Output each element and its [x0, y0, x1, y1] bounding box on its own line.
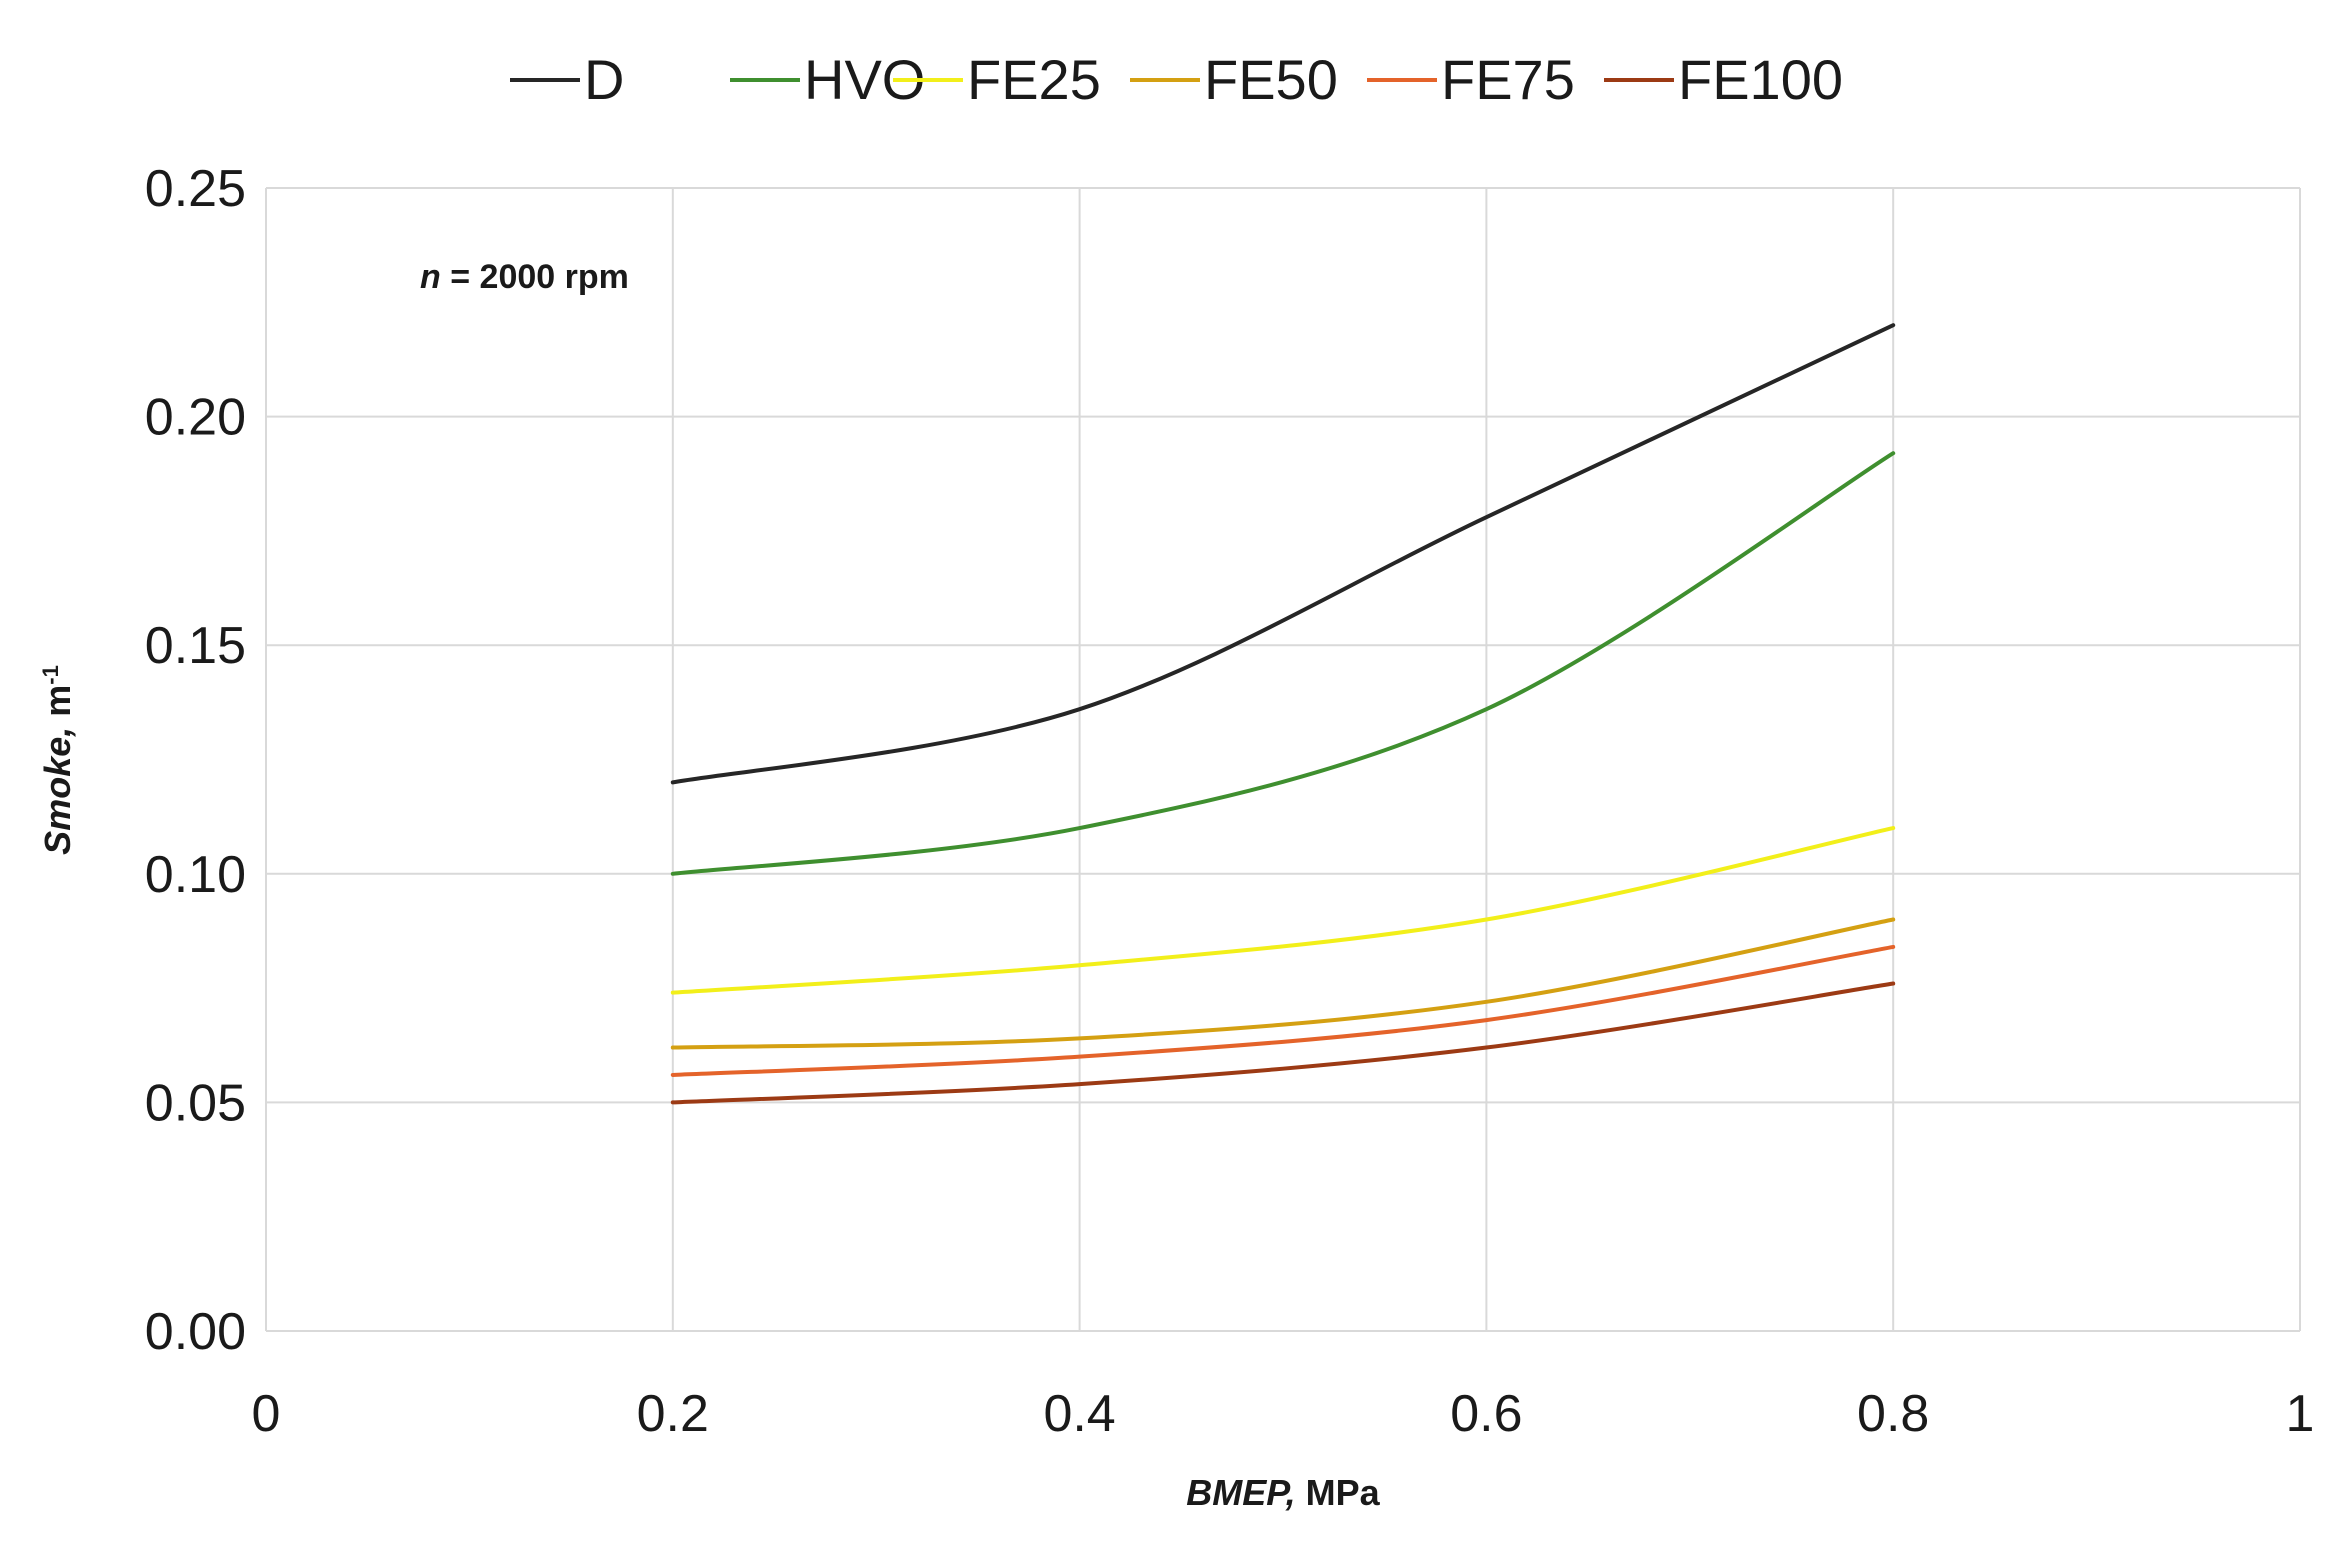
y-axis-title: Smoke, m-1 — [37, 665, 78, 855]
x-tick-label: 0.6 — [1450, 1385, 1522, 1443]
y-axis-title-variable: Smoke, — [37, 727, 78, 855]
series-line-d — [673, 325, 1893, 782]
y-tick-label: 0.15 — [145, 617, 246, 675]
series-line-hvo — [673, 453, 1893, 874]
y-tick-label: 0.25 — [145, 160, 246, 218]
y-tick-label: 0.05 — [145, 1074, 246, 1132]
y-tick-label: 0.00 — [145, 1303, 246, 1361]
speed-annotation-symbol: n — [420, 258, 441, 296]
legend-label-fe75: FE75 — [1441, 48, 1575, 111]
y-tick-label: 0.20 — [145, 389, 246, 447]
axis-labels: 0.00 0.05 0.10 0.15 0.20 0.25 0 0.2 0.4 0.6 0.8 1 n … — [37, 160, 2314, 1513]
legend-label-fe50: FE50 — [1204, 48, 1338, 111]
x-axis-title-unit: MPa — [1296, 1472, 1381, 1513]
speed-annotation: n = 2000 rpm — [420, 258, 629, 296]
x-tick-label: 1 — [2286, 1385, 2315, 1443]
x-axis-title-variable: BMEP, — [1186, 1472, 1295, 1513]
legend-label-d: D — [584, 48, 624, 111]
series-line-fe25 — [673, 828, 1893, 993]
y-axis-title-unit: m — [37, 685, 78, 727]
series-line-fe75 — [673, 947, 1893, 1075]
legend-label-fe100: FE100 — [1678, 48, 1843, 111]
x-tick-label: 0.4 — [1043, 1385, 1115, 1443]
x-tick-label: 0.2 — [637, 1385, 709, 1443]
data-series — [673, 325, 1893, 1102]
axes — [266, 188, 2300, 1331]
x-tick-label: 0 — [252, 1385, 281, 1443]
x-axis-title: BMEP, MPa — [1186, 1472, 1380, 1513]
y-tick-label: 0.10 — [145, 846, 246, 904]
y-axis-title-exponent: -1 — [38, 665, 63, 685]
legend-label-fe25: FE25 — [967, 48, 1101, 111]
speed-annotation-value: = 2000 rpm — [441, 258, 629, 296]
gridlines — [266, 188, 2300, 1331]
x-tick-label: 0.8 — [1857, 1385, 1929, 1443]
